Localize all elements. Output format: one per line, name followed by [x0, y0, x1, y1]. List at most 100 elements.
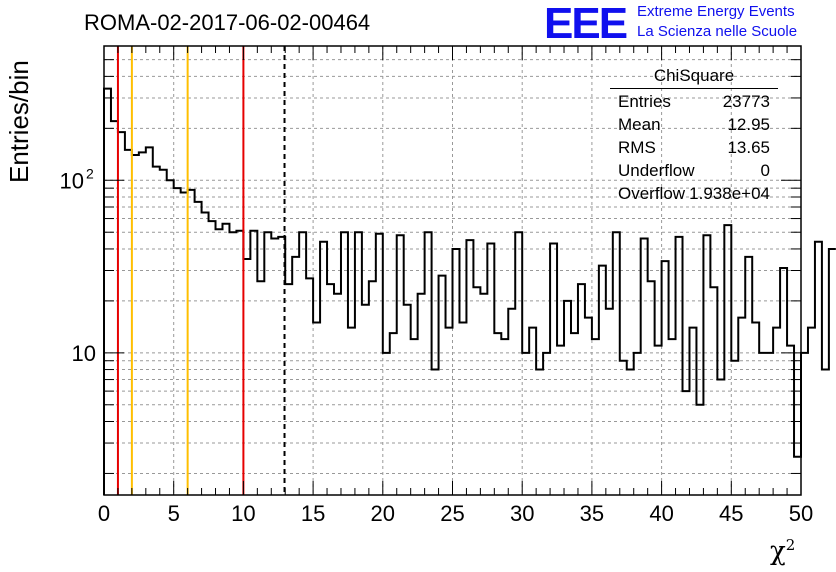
x-tick-label: 20: [371, 501, 395, 526]
histogram-bin: [557, 346, 564, 495]
histogram-bin: [188, 190, 195, 495]
histogram-bin: [529, 328, 536, 495]
histogram-bin: [439, 276, 446, 495]
histogram-bin: [383, 353, 390, 495]
stats-row: Mean 12.95: [618, 115, 770, 134]
histogram-bars: [103, 87, 836, 495]
histogram-bin: [655, 346, 662, 495]
histogram-bin: [446, 328, 453, 495]
y-tick-label: 10: [72, 341, 96, 366]
histogram-bin: [132, 155, 139, 495]
histogram-bin: [522, 353, 529, 495]
histogram-bin: [571, 333, 578, 495]
histogram-bin: [250, 231, 257, 495]
y-tick-label-exponent: 2: [86, 165, 94, 181]
histogram-bin: [627, 370, 634, 495]
histogram-bin: [592, 339, 599, 495]
eee-logo: EEE: [544, 0, 628, 48]
histogram-bin: [620, 361, 627, 495]
x-axis-label: χ2: [770, 536, 796, 567]
histogram-bin: [710, 287, 717, 495]
histogram-bin: [376, 234, 383, 495]
histogram-bin: [362, 305, 369, 495]
histogram-bin: [773, 328, 780, 495]
histogram-bin: [174, 188, 181, 495]
histogram-bin: [808, 328, 815, 495]
histogram-bin: [745, 257, 752, 495]
histogram-bin: [264, 232, 271, 495]
histogram-bin: [257, 281, 264, 495]
histogram-bin: [508, 309, 515, 495]
histogram-bin: [731, 361, 738, 495]
histogram-bin: [466, 240, 473, 495]
x-tick-label: 15: [301, 501, 325, 526]
histogram-bin: [195, 202, 202, 495]
logo-line2: La Scienza nelle Scuole: [637, 23, 798, 40]
histogram-bin: [146, 147, 153, 495]
reference-lines: [116, 46, 286, 495]
histogram-bin: [759, 353, 766, 495]
histogram-bin: [766, 353, 773, 495]
histogram-bin: [550, 244, 557, 495]
x-tick-label: 35: [580, 501, 604, 526]
stats-row: Underflow 0: [618, 161, 770, 180]
histogram-bin: [794, 457, 801, 495]
histogram-bin: [459, 322, 466, 495]
histogram-bin: [780, 268, 787, 495]
histogram-bin: [613, 232, 620, 495]
histogram-bin: [515, 232, 522, 495]
histogram-bin: [487, 244, 494, 495]
histogram-bin: [390, 333, 397, 495]
x-tick-label: 50: [789, 501, 813, 526]
histogram-bin: [229, 232, 236, 495]
histogram-bin: [118, 132, 125, 495]
histogram-bin: [669, 339, 676, 495]
histogram-bin: [348, 328, 355, 495]
histogram-bin: [473, 287, 480, 495]
x-tick-label: 0: [98, 501, 110, 526]
histogram-outline: [103, 87, 836, 495]
histogram-bin: [738, 318, 745, 495]
x-tick-label: 25: [440, 501, 464, 526]
histogram-bin: [696, 405, 703, 495]
x-tick-label: 40: [649, 501, 673, 526]
histogram-bin: [404, 305, 411, 495]
histogram-bin: [543, 353, 550, 495]
histogram-bin: [153, 167, 160, 495]
histogram-bin: [202, 213, 209, 495]
y-tick-label: 10: [60, 168, 84, 193]
histogram-bin: [585, 318, 592, 495]
histogram-bin: [369, 281, 376, 495]
histogram-bin: [306, 278, 313, 495]
histogram-bin: [313, 322, 320, 495]
histogram-bin: [641, 238, 648, 495]
histogram-bin: [662, 261, 669, 495]
histogram-bin: [418, 294, 425, 495]
histogram-bin: [167, 180, 174, 495]
histogram-bin: [634, 353, 641, 495]
y-axis-label: Entries/bin: [4, 60, 34, 183]
histogram-bin: [327, 284, 334, 495]
histogram-bin: [501, 339, 508, 495]
histogram-bin: [787, 346, 794, 495]
stats-row: Entries 23773: [618, 92, 770, 111]
histogram-bin: [822, 370, 829, 495]
stats-title: ChiSquare: [610, 66, 778, 89]
histogram-bin: [648, 281, 655, 495]
histogram-bin: [536, 370, 543, 495]
histogram-bin: [564, 301, 571, 495]
histogram-bin: [209, 221, 216, 495]
histogram-bin: [453, 249, 460, 495]
histogram-bin: [703, 235, 710, 495]
chart-title: ROMA-02-2017-06-02-00464: [84, 10, 371, 35]
histogram-bin: [752, 322, 759, 495]
histogram-bin: [320, 242, 327, 495]
histogram-bin: [125, 150, 132, 495]
histogram-bin: [432, 370, 439, 495]
x-tick-label: 45: [719, 501, 743, 526]
stats-box: ChiSquare Entries 23773 Mean 12.95 RMS 13.6…: [610, 66, 778, 205]
histogram-bin: [578, 284, 585, 495]
histogram-bin: [606, 309, 613, 495]
histogram-bin: [355, 232, 362, 495]
